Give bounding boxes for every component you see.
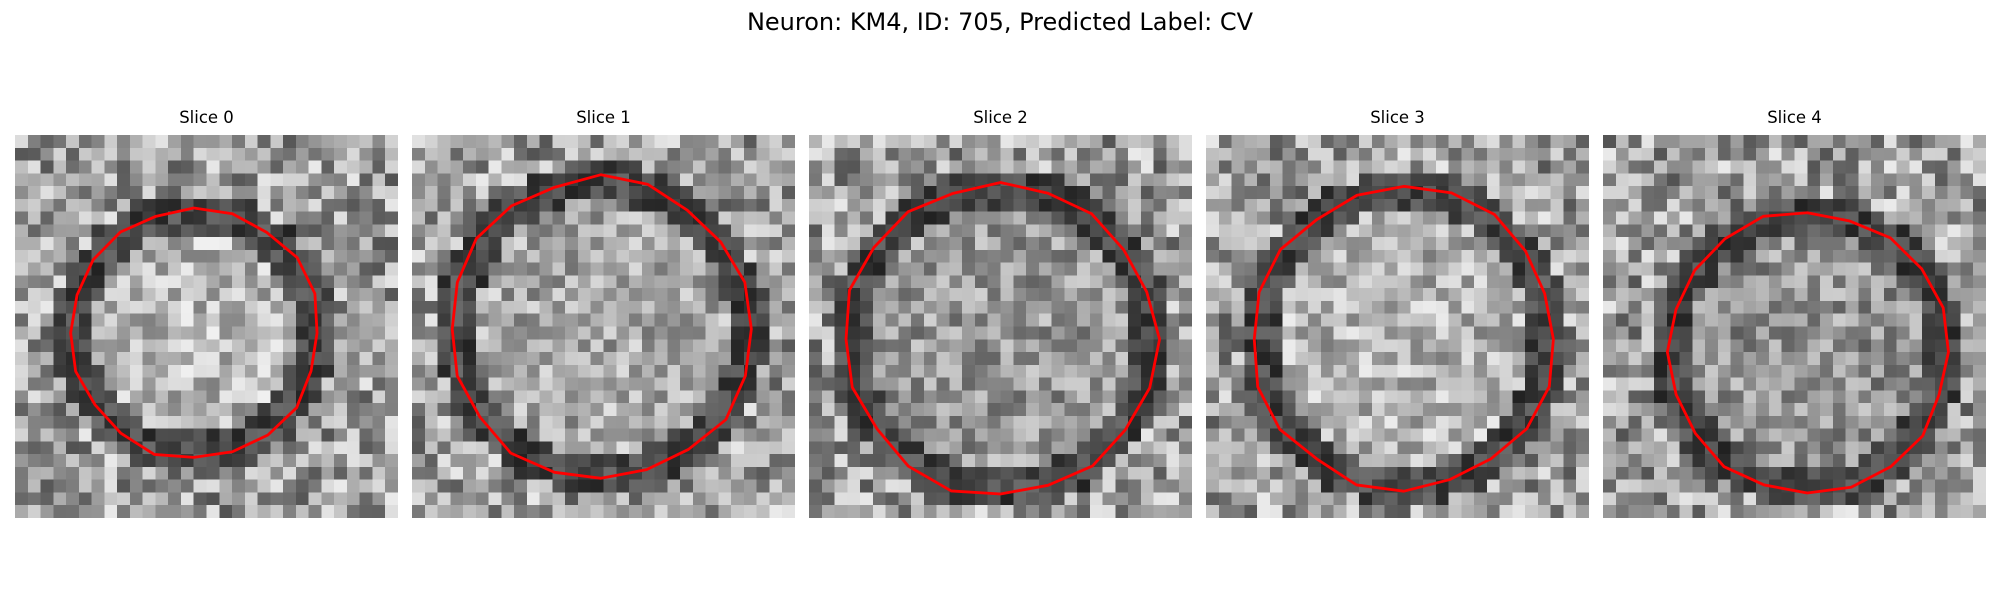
figure-title: Neuron: KM4, ID: 705, Predicted Label: C… [746, 8, 1254, 36]
slice-image-3 [1206, 135, 1589, 518]
slice-title-1: Slice 1 [576, 108, 631, 127]
slice-title-4: Slice 4 [1767, 108, 1822, 127]
slice-title-3: Slice 3 [1370, 108, 1425, 127]
cell-contour [69, 206, 319, 459]
slice-panel-2: Slice 2 [809, 108, 1192, 518]
slice-image-0 [15, 135, 398, 518]
cell-contour [1252, 184, 1555, 493]
slice-image-4 [1603, 135, 1986, 518]
slice-panel-3: Slice 3 [1206, 108, 1589, 518]
slice-panel-4: Slice 4 [1603, 108, 1986, 518]
slice-image-1 [412, 135, 795, 518]
slice-panel-0: Slice 0 [15, 108, 398, 518]
cell-contour [450, 173, 753, 480]
slice-title-2: Slice 2 [973, 108, 1028, 127]
cell-contour [1665, 211, 1950, 495]
slice-title-0: Slice 0 [179, 108, 234, 127]
slice-image-2 [809, 135, 1192, 518]
cell-contour [844, 181, 1161, 496]
slice-panel-1: Slice 1 [412, 108, 795, 518]
